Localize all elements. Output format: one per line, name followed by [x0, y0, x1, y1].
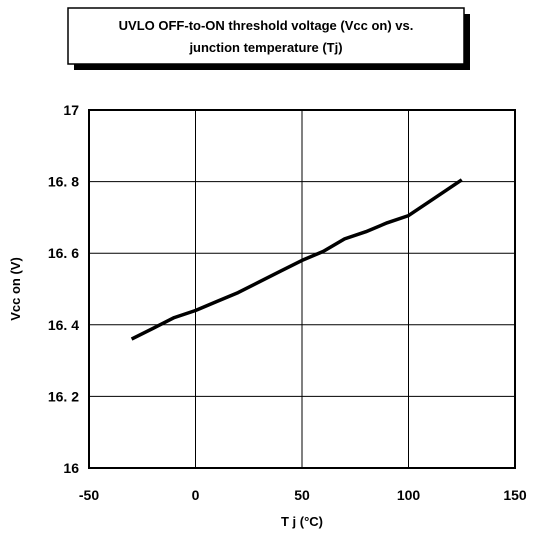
- series-layer: [130, 178, 463, 341]
- chart-title-line-1: UVLO OFF-to-ON threshold voltage (Vcc on…: [119, 18, 414, 33]
- title-box: UVLO OFF-to-ON threshold voltage (Vcc on…: [67, 7, 470, 70]
- y-tick-label: 16. 4: [48, 317, 79, 333]
- y-tick-label: 16: [63, 460, 79, 476]
- y-tick-label: 16. 2: [48, 388, 79, 404]
- y-tick-label: 16. 6: [48, 245, 79, 261]
- series-line: [130, 178, 463, 341]
- x-tick-label: 150: [503, 487, 527, 503]
- title-box-frame: [67, 7, 465, 65]
- y-axis-ticks: 16 16. 2 16. 4 16. 6 16. 8 17: [48, 102, 79, 476]
- x-tick-label: 100: [397, 487, 421, 503]
- y-tick-label: 16. 8: [48, 174, 79, 190]
- chart-title-line-2: junction temperature (Tj): [188, 40, 342, 55]
- x-tick-label: 0: [192, 487, 200, 503]
- grid: [88, 109, 516, 469]
- x-axis-label: T j (°C): [281, 514, 323, 529]
- x-axis-ticks: -50 0 50 100 150: [79, 487, 527, 503]
- x-tick-label: 50: [294, 487, 310, 503]
- plot-area-frame: [88, 109, 516, 469]
- y-axis-label: Vcc on (V): [8, 257, 23, 321]
- y-tick-label: 17: [63, 102, 79, 118]
- x-tick-label: -50: [79, 487, 99, 503]
